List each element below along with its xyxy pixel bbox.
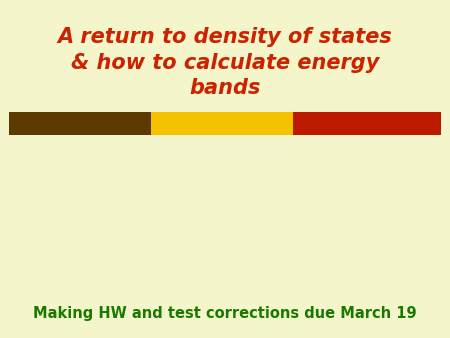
Bar (9, 112, 151, 135)
Text: A return to density of states
& how to calculate energy
bands: A return to density of states & how to c… (58, 27, 392, 98)
Bar (151, 112, 292, 135)
Text: Making HW and test corrections due March 19: Making HW and test corrections due March… (33, 306, 417, 321)
Bar (292, 112, 441, 135)
